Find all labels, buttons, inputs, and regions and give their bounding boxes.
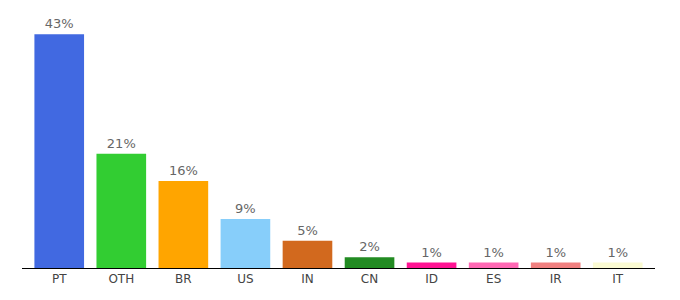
svg-text:1%: 1% — [607, 245, 628, 260]
svg-text:1%: 1% — [421, 245, 442, 260]
svg-text:IN: IN — [301, 272, 314, 286]
svg-text:IR: IR — [550, 272, 562, 286]
svg-text:CN: CN — [361, 272, 378, 286]
svg-text:PT: PT — [52, 272, 67, 286]
svg-text:2%: 2% — [359, 239, 380, 254]
svg-text:9%: 9% — [235, 201, 256, 216]
svg-text:1%: 1% — [545, 245, 566, 260]
svg-text:ES: ES — [486, 272, 501, 286]
svg-text:21%: 21% — [107, 136, 136, 151]
svg-text:IT: IT — [612, 272, 624, 286]
svg-text:16%: 16% — [169, 163, 198, 178]
svg-text:OTH: OTH — [108, 272, 134, 286]
svg-text:US: US — [237, 272, 253, 286]
svg-text:ID: ID — [425, 272, 438, 286]
svg-text:43%: 43% — [45, 16, 74, 31]
svg-text:5%: 5% — [297, 223, 318, 238]
svg-text:BR: BR — [175, 272, 192, 286]
svg-text:1%: 1% — [483, 245, 504, 260]
